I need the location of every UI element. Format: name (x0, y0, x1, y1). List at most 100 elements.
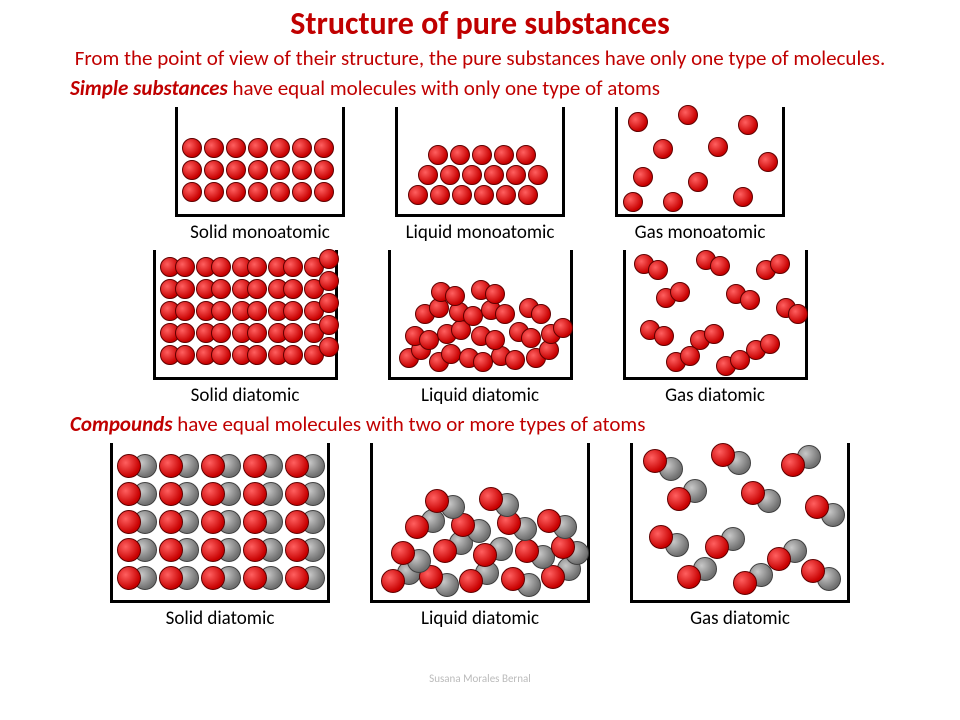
red-atom (518, 185, 538, 205)
red-atom (730, 350, 750, 370)
diagram-caption: Liquid monoatomic (395, 221, 565, 244)
red-atom (314, 138, 334, 158)
red-atom (314, 160, 334, 180)
red-atom (479, 487, 503, 511)
author-watermark: Susana Morales Bernal (429, 672, 531, 685)
red-atom (292, 160, 312, 180)
diagram-caption: Solid monoatomic (175, 221, 345, 244)
red-atom (474, 185, 494, 205)
red-atom (182, 182, 202, 202)
container-box (110, 443, 330, 603)
red-atom (485, 284, 505, 304)
red-atom (521, 328, 541, 348)
red-atom (484, 165, 504, 185)
red-atom (531, 304, 551, 324)
diagram-cell: Liquid monoatomic (395, 107, 565, 244)
page-subtitle: From the point of view of their structur… (0, 45, 960, 71)
red-atom (117, 566, 141, 590)
red-atom (733, 571, 757, 595)
red-atom (243, 538, 267, 562)
red-atom (117, 510, 141, 534)
red-atom (243, 454, 267, 478)
red-atom (405, 515, 429, 539)
red-atom (159, 454, 183, 478)
red-atom (243, 482, 267, 506)
red-atom (270, 160, 290, 180)
diagram-caption: Gas diatomic (630, 607, 850, 630)
red-atom (248, 138, 268, 158)
red-atom (285, 510, 309, 534)
red-atom (211, 345, 231, 365)
red-atom (506, 165, 526, 185)
page-title: Structure of pure substances (0, 0, 960, 43)
section-simple-rest: have equal molecules with only one type … (228, 75, 660, 101)
row-monoatomic: Solid monoatomic Liquid monoatomic Gas mon… (0, 107, 960, 244)
red-atom (452, 185, 472, 205)
red-atom (433, 539, 457, 563)
red-atom (628, 112, 648, 132)
red-atom (704, 324, 724, 344)
red-atom (159, 566, 183, 590)
red-atom (708, 137, 728, 157)
diagram-cell: Gas monoatomic (615, 107, 785, 244)
red-atom (117, 454, 141, 478)
section-compounds-label: Compounds have equal molecules with two … (70, 411, 960, 437)
red-atom (801, 559, 825, 583)
diagram-cell: Gas diatomic (623, 250, 808, 407)
red-atom (285, 482, 309, 506)
diagram-cell: Gas diatomic (630, 443, 850, 630)
red-atom (710, 256, 730, 276)
red-atom (495, 304, 515, 324)
red-atom (159, 510, 183, 534)
red-atom (505, 350, 525, 370)
red-atom (680, 346, 700, 366)
red-atom (430, 185, 450, 205)
red-atom (501, 567, 525, 591)
red-atom (319, 293, 339, 313)
red-atom (283, 301, 303, 321)
diagram-caption: Solid diatomic (110, 607, 330, 630)
red-atom (175, 345, 195, 365)
red-atom (117, 538, 141, 562)
diagram-cell: Liquid diatomic (370, 443, 590, 630)
red-atom (733, 187, 753, 207)
red-atom (283, 257, 303, 277)
red-atom (391, 541, 415, 565)
red-atom (226, 138, 246, 158)
red-atom (463, 306, 483, 326)
red-atom (649, 525, 673, 549)
red-atom (175, 257, 195, 277)
red-atom (319, 271, 339, 291)
red-atom (201, 538, 225, 562)
row-diatomic-compound: Solid diatomic Liquid diatomic Gas diatomi… (0, 443, 960, 630)
red-atom (247, 257, 267, 277)
red-atom (182, 138, 202, 158)
diagram-cell: Solid monoatomic (175, 107, 345, 244)
red-atom (292, 138, 312, 158)
red-atom (204, 160, 224, 180)
red-atom (440, 165, 460, 185)
red-atom (247, 301, 267, 321)
red-atom (159, 538, 183, 562)
red-atom (381, 569, 405, 593)
red-atom (670, 282, 690, 302)
red-atom (182, 160, 202, 180)
section-compounds-emphasis: Compounds (70, 411, 173, 437)
red-atom (428, 145, 448, 165)
red-atom (201, 482, 225, 506)
red-atom (247, 345, 267, 365)
red-atom (226, 182, 246, 202)
container-box (395, 107, 565, 217)
container-box (623, 250, 808, 380)
container-box (370, 443, 590, 603)
red-atom (226, 160, 246, 180)
red-atom (283, 345, 303, 365)
red-atom (247, 323, 267, 343)
red-atom (740, 290, 760, 310)
red-atom (496, 185, 516, 205)
red-atom (711, 443, 735, 467)
red-atom (211, 323, 231, 343)
red-atom (760, 334, 780, 354)
red-atom (654, 326, 674, 346)
red-atom (805, 495, 829, 519)
